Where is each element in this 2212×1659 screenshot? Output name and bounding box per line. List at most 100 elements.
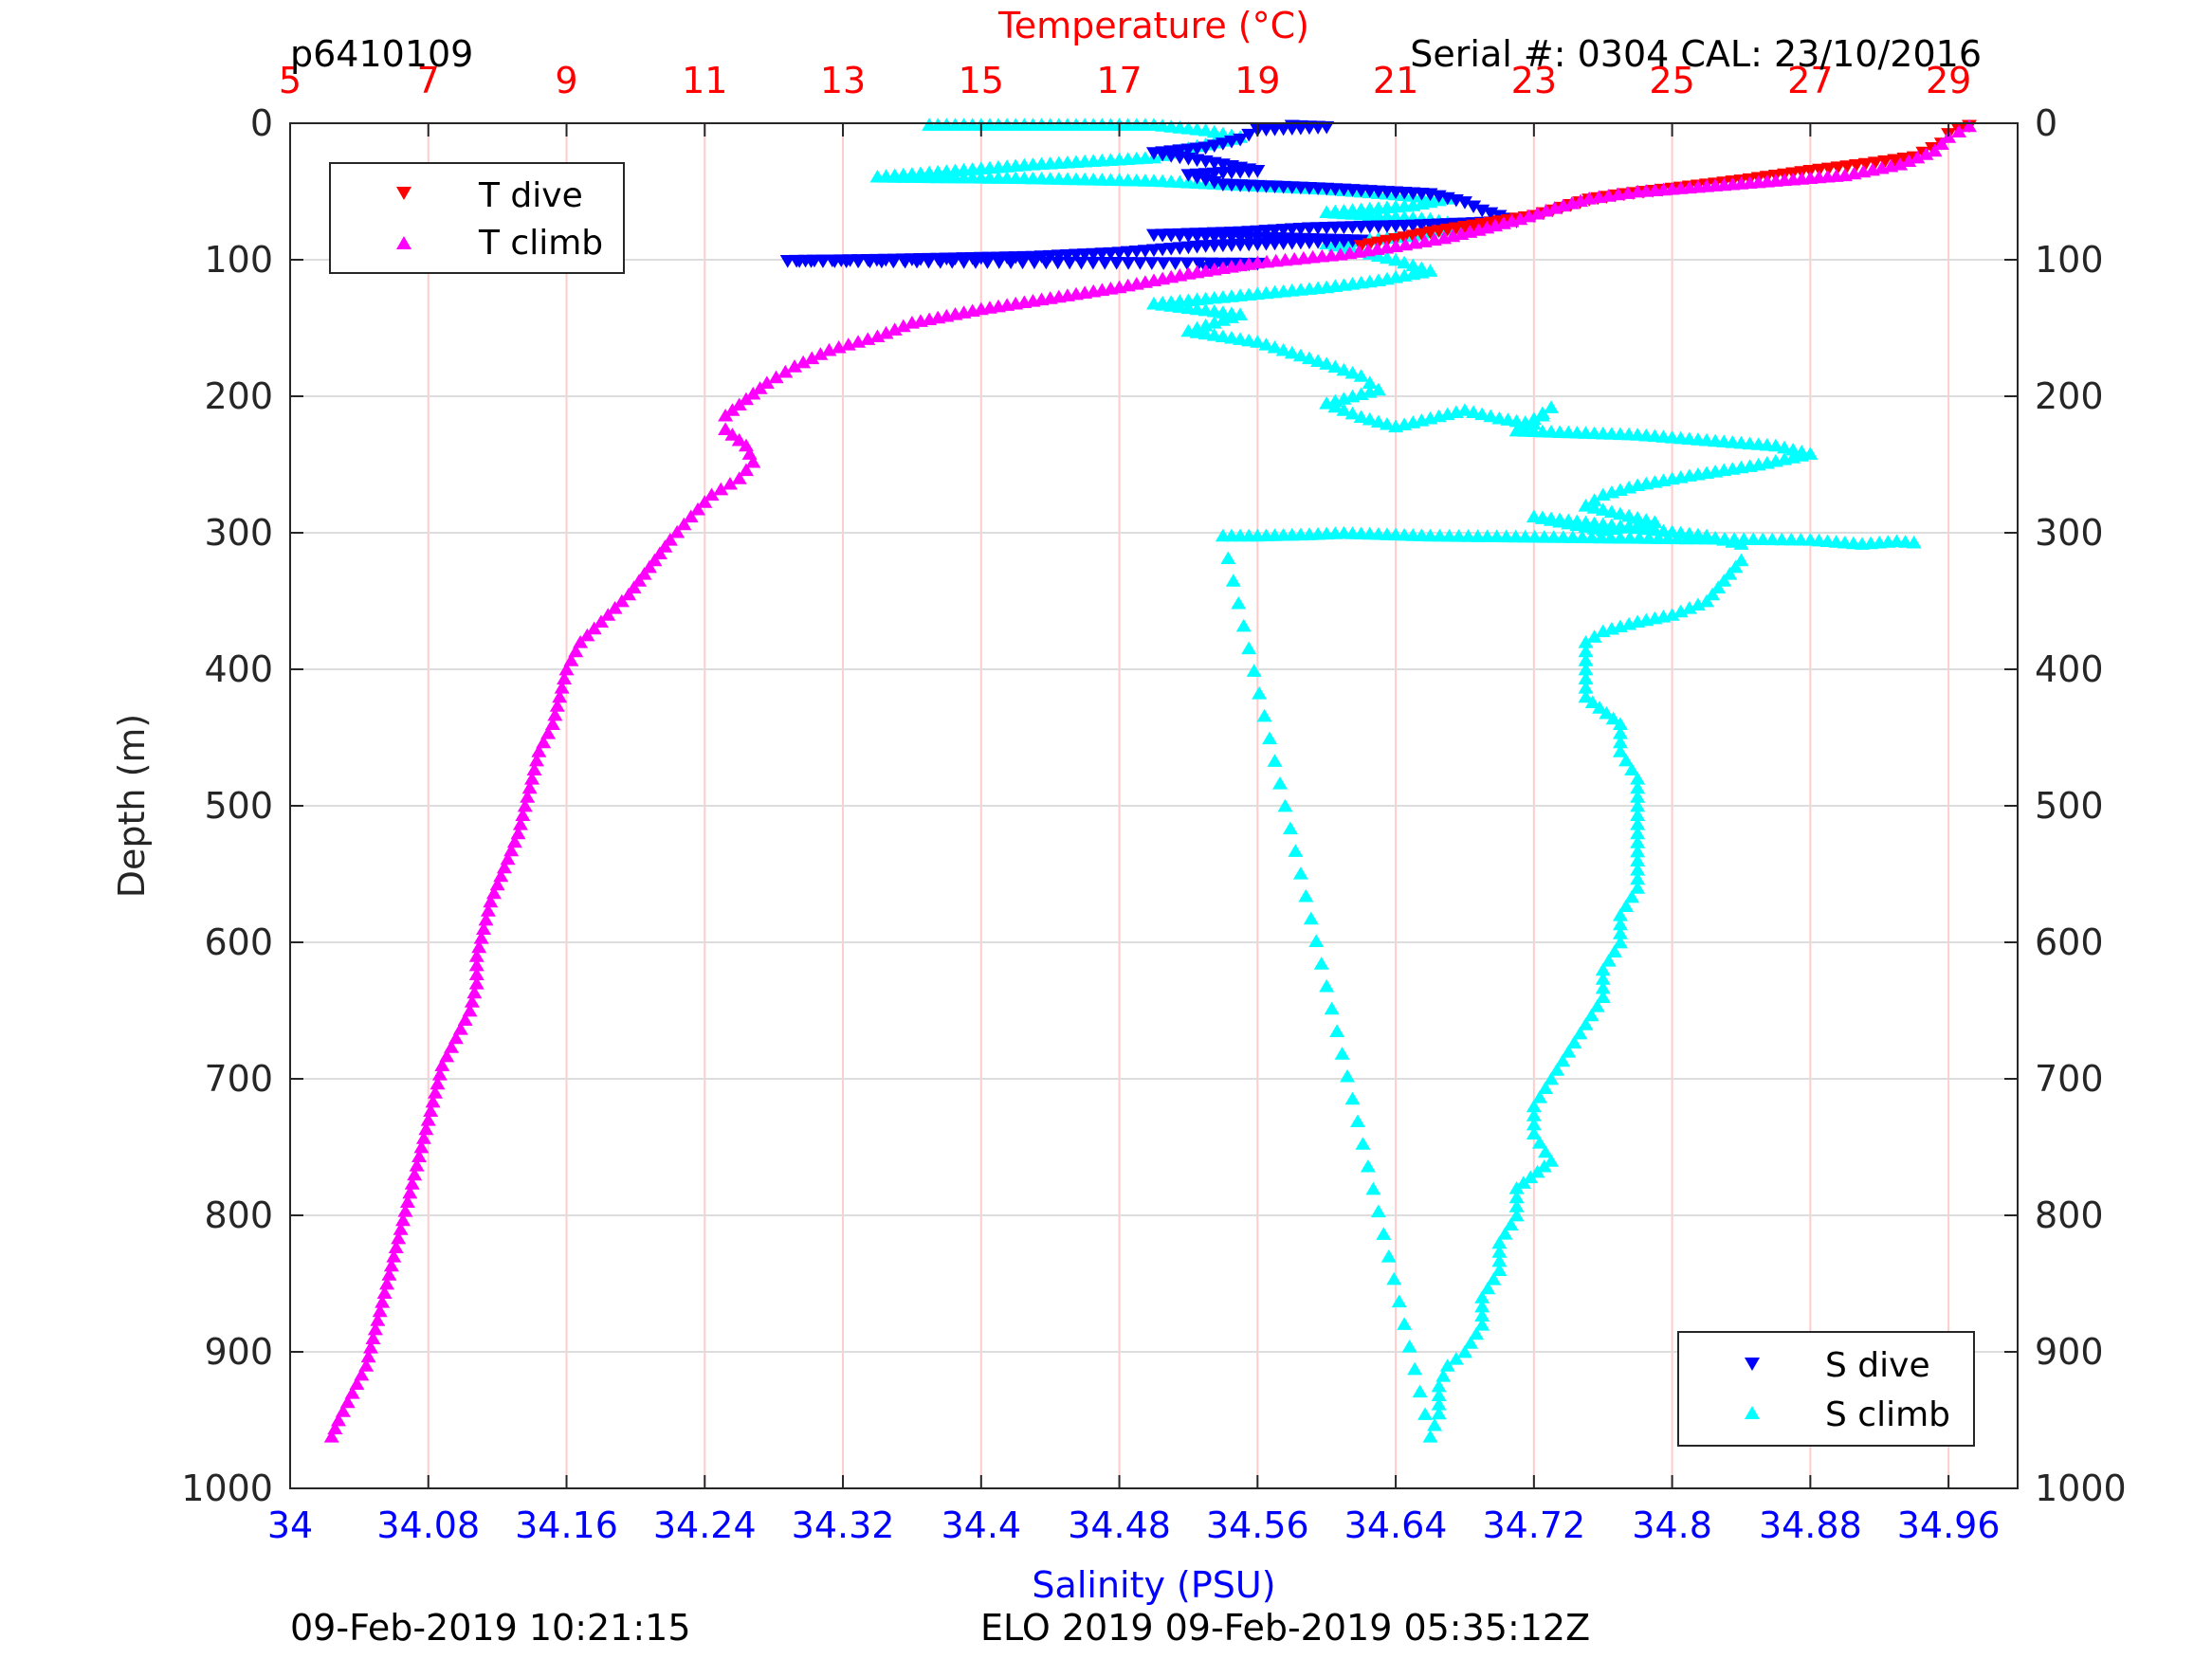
t-climb-point	[697, 495, 713, 508]
t-climb-point	[1555, 198, 1571, 212]
s-climb-point	[1235, 618, 1252, 632]
s-climb-point	[1906, 535, 1922, 549]
s-climb-point	[1370, 248, 1386, 263]
s-climb-point	[1319, 396, 1335, 410]
s-climb-point	[1284, 345, 1300, 359]
t-climb-point	[375, 1295, 391, 1308]
s-climb-point	[1529, 1164, 1545, 1178]
s-climb-point	[1630, 853, 1646, 866]
t-climb-point	[1277, 252, 1293, 266]
s-dive-point	[1167, 257, 1183, 271]
s-climb-point	[1681, 468, 1697, 482]
depth-tick-label-right: 1000	[2035, 1468, 2127, 1509]
t-climb-point	[554, 681, 570, 694]
s-dive-point	[979, 256, 996, 269]
t-climb-point	[718, 422, 734, 435]
t-climb-point	[1856, 164, 1872, 178]
s-climb-point	[1474, 1299, 1490, 1313]
s-climb-point	[1785, 442, 1801, 456]
salinity-tick-label: 34.72	[1482, 1504, 1585, 1546]
t-climb-point	[1305, 249, 1321, 264]
s-dive-point	[1026, 256, 1042, 270]
s-climb-point	[1647, 611, 1663, 625]
s-climb-point	[1526, 529, 1543, 543]
s-climb-point	[1503, 1217, 1519, 1231]
depth-tick-label-left: 1000	[181, 1468, 273, 1509]
s-climb-point	[1647, 475, 1663, 488]
t-climb-point	[415, 1131, 431, 1144]
s-climb-point	[1767, 453, 1783, 467]
t-climb-point	[795, 355, 812, 369]
t-climb-point	[536, 735, 552, 749]
s-climb-point	[1759, 455, 1775, 469]
t-climb-point	[1163, 269, 1179, 283]
s-climb-point	[1612, 926, 1628, 939]
s-climb-point	[1508, 529, 1524, 543]
t-climb-point	[411, 1149, 428, 1162]
t-climb-point	[1398, 237, 1414, 251]
s-climb-point	[1595, 502, 1611, 516]
s-climb-point	[1783, 532, 1800, 546]
t-climb-point	[370, 1313, 386, 1326]
s-climb-point	[1578, 499, 1594, 512]
s-dive-point	[1038, 256, 1054, 270]
s-climb-point	[1602, 530, 1618, 544]
s-climb-point	[1794, 448, 1810, 462]
s-dive-point	[886, 255, 902, 269]
s-climb-point	[1388, 270, 1404, 283]
t-climb-point	[360, 1349, 376, 1363]
t-climb-point	[821, 342, 837, 356]
depth-tick-label-right: 700	[2035, 1058, 2104, 1100]
s-dive-point	[862, 255, 878, 269]
temperature-tick-label: 29	[1926, 60, 1971, 101]
t-climb-point	[1846, 166, 1862, 180]
t-climb-point	[1426, 232, 1442, 246]
s-climb-point	[1690, 597, 1706, 611]
s-climb-point	[1531, 1136, 1547, 1149]
s-climb-point	[1523, 1170, 1539, 1184]
s-climb-point	[1578, 653, 1594, 666]
s-dive-point	[827, 255, 843, 268]
s-climb-point	[1397, 1317, 1413, 1330]
legend-salinity: S dive S climb	[1677, 1331, 1975, 1447]
s-climb-point	[1474, 1318, 1490, 1331]
t-climb-point	[1471, 223, 1487, 236]
t-climb-point	[1436, 230, 1453, 245]
t-climb-point	[399, 1194, 415, 1208]
t-climb-point	[526, 762, 542, 775]
s-climb-point	[1324, 1001, 1340, 1015]
salinity-axis-label: Salinity (PSU)	[1032, 1564, 1275, 1606]
t-climb-point	[430, 1076, 446, 1090]
t-climb-point	[1610, 187, 1626, 201]
t-climb-point	[476, 921, 492, 935]
salinity-tick-label: 34.24	[653, 1504, 757, 1546]
t-climb-point	[563, 653, 579, 666]
t-climb-point	[787, 359, 803, 373]
s-climb-point	[1486, 1272, 1502, 1285]
s-climb-point	[1612, 935, 1628, 949]
s-climb-point	[1498, 529, 1514, 543]
t-climb-point	[1369, 242, 1385, 255]
s-climb-point	[1612, 530, 1628, 544]
t-climb-point	[739, 392, 755, 406]
s-climb-point	[1555, 530, 1571, 543]
s-climb-point	[1673, 604, 1689, 618]
s-dive-point	[991, 256, 1007, 269]
s-climb-point	[1466, 405, 1482, 418]
temperature-tick-label: 9	[555, 60, 577, 101]
s-climb-point	[1670, 531, 1686, 545]
s-climb-point	[1272, 776, 1289, 790]
s-climb-point	[1534, 406, 1550, 420]
s-climb-point	[1755, 532, 1771, 546]
s-climb-point	[1288, 844, 1304, 857]
s-climb-point	[1621, 616, 1637, 630]
t-climb-point	[1910, 150, 1926, 164]
s-dive-point	[1241, 128, 1257, 142]
s-climb-point	[1197, 318, 1214, 332]
s-climb-point	[1793, 532, 1809, 546]
s-dive-point	[1015, 256, 1031, 270]
t-climb-point	[804, 351, 820, 365]
t-climb-point	[731, 471, 747, 484]
t-climb-point	[358, 1358, 375, 1372]
